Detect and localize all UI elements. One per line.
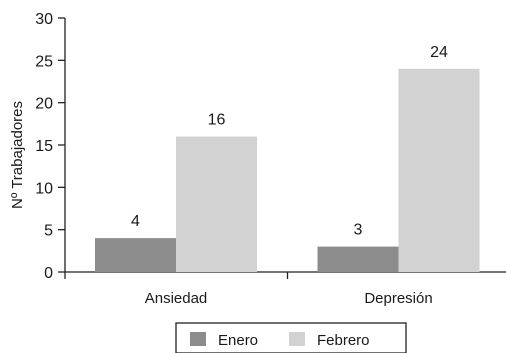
bar-enero-0 [95,238,176,272]
bar-febrero-1 [398,68,480,272]
data-label: 3 [354,222,363,239]
y-tick-label: 20 [35,96,53,113]
data-label: 4 [131,213,140,230]
data-label: 24 [430,44,448,61]
y-tick-label: 0 [44,265,53,282]
y-tick-label: 15 [35,138,53,155]
category-label: Ansiedad [145,290,208,307]
y-tick-label: 30 [35,11,53,28]
category-label: Depresión [364,290,432,307]
y-tick-label: 10 [35,180,53,197]
y-tick-label: 25 [35,53,53,70]
bar-enero-1 [317,246,399,272]
plot-area: 0 5 10 15 20 25 30 4 16 Ansiedad 3 24 Depresión [35,11,506,307]
legend: Enero Febrero [175,322,407,353]
bar-febrero-0 [176,136,257,272]
legend-swatch [289,332,305,346]
data-label: 16 [208,112,226,129]
y-axis-title: Nº Trabajadores [9,101,26,209]
legend-swatch [190,332,206,346]
legend-label: Febrero [317,332,370,349]
legend-label: Enero [218,332,258,349]
y-tick-label: 5 [44,223,53,240]
